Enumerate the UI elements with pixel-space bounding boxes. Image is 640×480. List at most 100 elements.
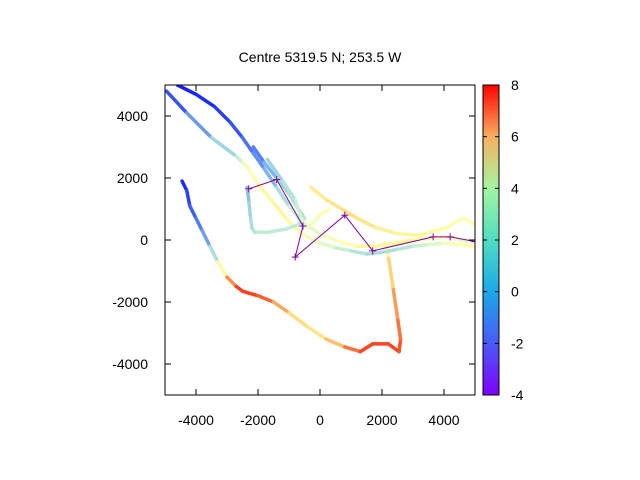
colorbar-tick-label: 6 [511,129,519,145]
track-segment [336,239,359,248]
track-1 [165,89,475,256]
track-segment [339,207,359,221]
x-tick-label: 4000 [428,412,459,428]
track-segment [318,207,332,217]
track-segment [395,232,421,238]
track-segment [374,241,397,248]
track-segment [215,259,229,279]
track-segment [299,216,310,230]
track-segment [246,197,252,217]
track-0 [180,179,403,354]
colorbar-tick-label: -2 [511,335,524,351]
track-segment [374,225,400,236]
track-segment [265,227,288,234]
chart-title: Centre 5319.5 N; 253.5 W [239,49,402,65]
track-segment [442,235,462,242]
track-segment [165,89,189,115]
track-segment [318,232,341,244]
track-segment [349,249,369,256]
waypoint-marker [245,185,253,193]
x-tick-label: 0 [316,412,324,428]
track-segment [462,216,475,227]
colorbar-tick-label: 4 [511,180,519,196]
waypoint-marker [446,233,454,241]
track-2 [175,85,475,248]
track-segment [281,179,297,202]
track-segment [364,250,384,256]
track-segment [333,246,353,253]
y-tick-label: 0 [140,232,148,248]
colorbar-tick-label: 8 [511,77,519,93]
y-tick-label: 4000 [117,108,148,124]
track-segment [318,241,338,250]
track-segment [228,120,245,140]
track-segment [240,135,256,155]
track-segment [212,104,232,124]
track-segment [392,238,415,245]
colorbar-tick-label: 0 [511,284,519,300]
track-segment [305,213,322,230]
track-segment [245,185,251,202]
track-segment [324,337,347,349]
track-segment [175,85,198,97]
colorbar-axis: -4 -2 0 2 4 6 8 [483,77,524,403]
track-segment [417,228,437,238]
track-segment [391,284,400,320]
track-segment [397,337,403,354]
waypoint-marker [429,233,437,241]
track-segment [343,345,363,354]
waypoint-marker [471,238,475,246]
track-segment [426,241,446,247]
track-segment [271,201,288,221]
track-segment [184,111,214,140]
track-segment [265,157,285,183]
waypoint-marker [369,247,377,255]
colorbar-tick-label: -4 [511,387,524,403]
track-4 [308,185,475,238]
track-segment [274,176,291,196]
track-segment [248,213,254,230]
y-tick-label: -2000 [112,294,148,310]
track-segment [209,135,239,159]
y-axis: -4000 -2000 0 2000 4000 [112,108,475,372]
track-segment [457,242,475,248]
track-segment [284,216,301,233]
track-segment [271,300,291,315]
track-segment [305,235,322,245]
x-axis: -4000 -2000 0 2000 4000 [178,85,460,428]
x-tick-label: -4000 [178,412,214,428]
y-tick-label: 2000 [117,170,148,186]
track-segment [442,241,462,247]
track-segment [262,166,279,190]
track-segment [208,244,220,264]
track-segment [432,225,449,233]
track-segment [274,185,291,208]
track-segment [194,216,204,233]
track-segment [251,151,266,171]
track-segment [188,204,198,221]
track-segment [284,222,301,231]
waypoint-marker [341,211,349,219]
track-segment [256,294,276,304]
waypoint-marker [299,222,307,230]
track-segment [287,311,310,329]
track-segment [386,342,401,354]
x-tick-label: -2000 [240,412,276,428]
track-segment [225,275,239,289]
track-5 [265,157,332,230]
track-segment [358,342,375,354]
track-segment [411,242,431,248]
track-segment [262,160,279,180]
track-segment [308,185,328,202]
track-segment [445,219,459,230]
track-segment [305,325,328,341]
colorbar-tick-label: 2 [511,232,519,248]
track-segment [395,315,403,341]
track-segment [324,197,344,211]
y-tick-label: -4000 [112,356,148,372]
track-segment [395,244,415,252]
x-tick-label: 2000 [366,412,397,428]
track-segment [293,197,304,221]
track-segment [355,216,378,230]
